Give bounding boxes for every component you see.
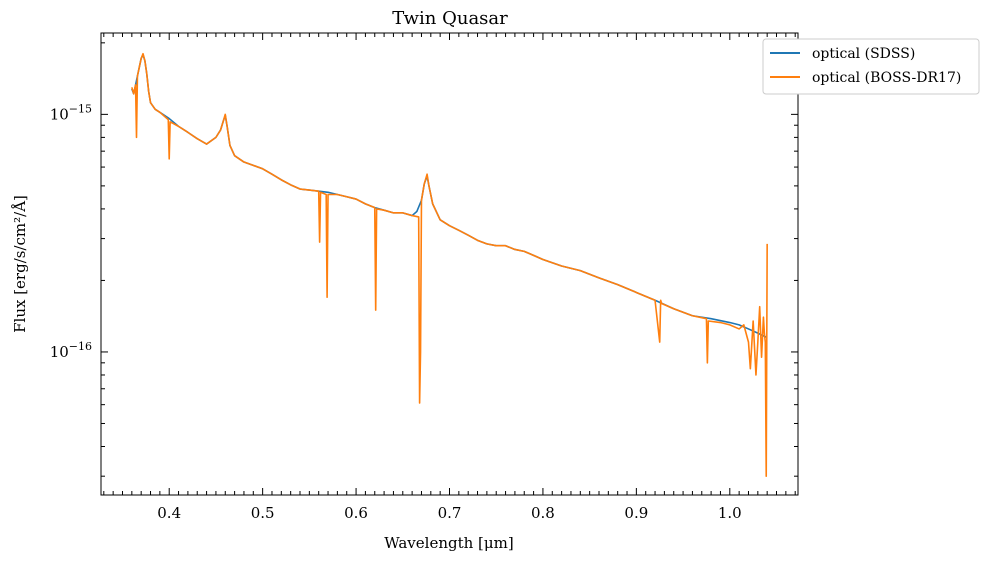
x-tick-label: 1.0 xyxy=(718,504,742,522)
plot-frame xyxy=(100,32,799,496)
legend-entry-label: optical (SDSS) xyxy=(812,46,915,62)
legend: optical (SDSS) optical (BOSS-DR17) xyxy=(762,38,980,95)
x-tick-label: 0.7 xyxy=(438,504,462,522)
plot-area: 0.4 0.5 0.6 0.7 0.8 0.9 1.0 10−15 10−16 xyxy=(50,32,799,522)
x-tick-label: 0.6 xyxy=(344,504,368,522)
series-line-sdss xyxy=(131,54,768,339)
x-axis-ticks: 0.4 0.5 0.6 0.7 0.8 0.9 1.0 xyxy=(103,33,796,522)
chart-title: Twin Quasar xyxy=(392,8,508,29)
y-tick-label: 10−15 xyxy=(50,102,92,123)
y-tick-label: 10−16 xyxy=(50,340,92,361)
y-axis-label: Flux [erg/s/cm²/Å] xyxy=(11,195,29,333)
series-layer xyxy=(131,52,768,477)
x-axis-label: Wavelength [μm] xyxy=(384,534,513,552)
y-axis-ticks: 10−15 10−16 xyxy=(50,42,798,477)
x-tick-label: 0.8 xyxy=(531,504,555,522)
legend-items: optical (SDSS) optical (BOSS-DR17) xyxy=(770,46,961,86)
x-tick-label: 0.9 xyxy=(624,504,648,522)
legend-entry-label: optical (BOSS-DR17) xyxy=(812,70,961,86)
series-line-boss-dr17 xyxy=(131,52,768,477)
x-tick-label: 0.4 xyxy=(157,504,181,522)
legend-box xyxy=(762,38,980,95)
x-tick-label: 0.5 xyxy=(251,504,275,522)
